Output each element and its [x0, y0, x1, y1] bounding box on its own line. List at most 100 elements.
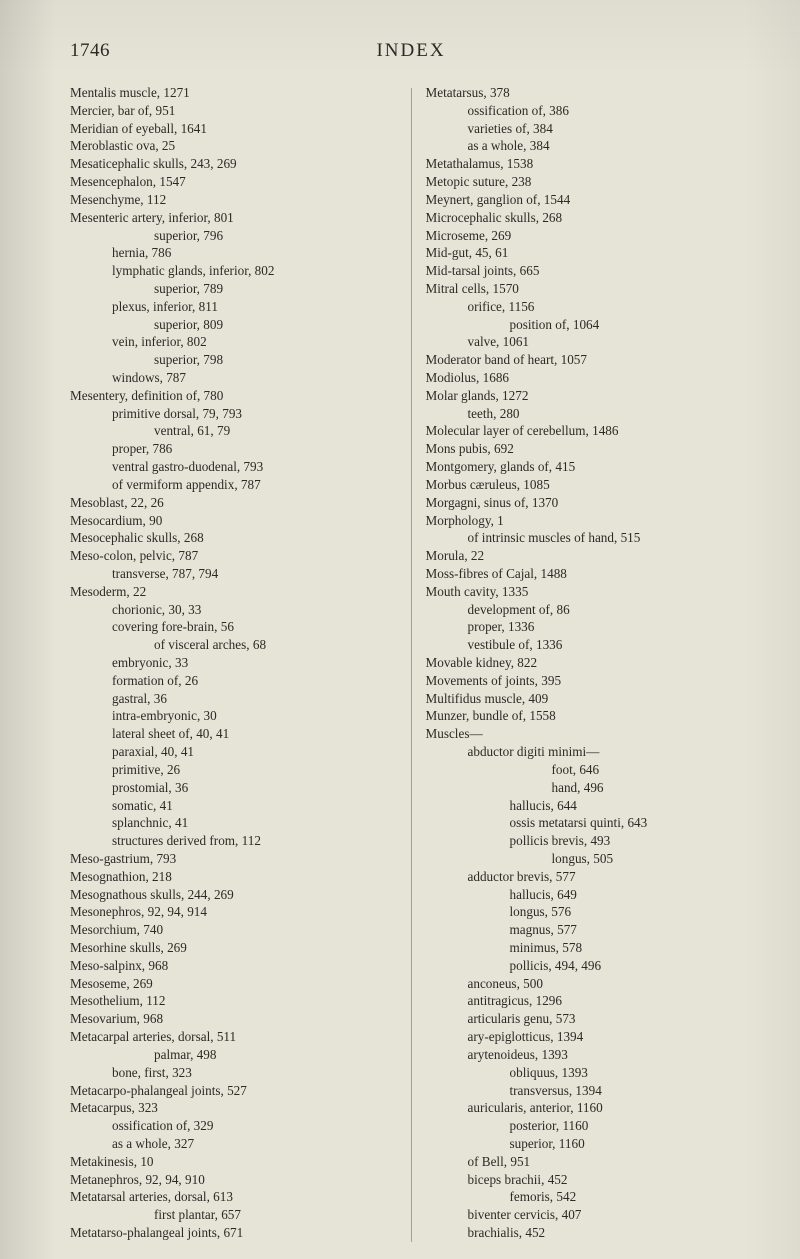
index-entry: chorionic, 30, 33 [70, 601, 397, 619]
index-entry: formation of, 26 [70, 672, 397, 690]
index-entry: windows, 787 [70, 369, 397, 387]
index-entry: of vermiform appendix, 787 [70, 476, 397, 494]
index-entry: Mitral cells, 1570 [426, 280, 753, 298]
index-entry: brachialis, 452 [426, 1224, 753, 1242]
index-entry: Metakinesis, 10 [70, 1153, 397, 1171]
index-entry: Moderator band of heart, 1057 [426, 351, 753, 369]
index-entry: Morgagni, sinus of, 1370 [426, 494, 753, 512]
index-entry: Mesentery, definition of, 780 [70, 387, 397, 405]
index-entry: biceps brachii, 452 [426, 1171, 753, 1189]
index-entry: Mid-gut, 45, 61 [426, 244, 753, 262]
index-entry: Metacarpus, 323 [70, 1099, 397, 1117]
index-entry: superior, 798 [70, 351, 397, 369]
index-entry: Meso-salpinx, 968 [70, 957, 397, 975]
index-entry: proper, 1336 [426, 618, 753, 636]
index-entry: femoris, 542 [426, 1188, 753, 1206]
index-entry: Molecular layer of cerebellum, 1486 [426, 422, 753, 440]
index-columns: Mentalis muscle, 1271Mercier, bar of, 95… [70, 84, 752, 1242]
index-entry: superior, 796 [70, 227, 397, 245]
index-entry: proper, 786 [70, 440, 397, 458]
index-entry: Moss-fibres of Cajal, 1488 [426, 565, 753, 583]
index-entry: hallucis, 644 [426, 797, 753, 815]
index-entry: orifice, 1156 [426, 298, 753, 316]
index-entry: hallucis, 649 [426, 886, 753, 904]
index-entry: bone, first, 323 [70, 1064, 397, 1082]
index-entry: Meynert, ganglion of, 1544 [426, 191, 753, 209]
index-entry: hand, 496 [426, 779, 753, 797]
index-entry: auricularis, anterior, 1160 [426, 1099, 753, 1117]
index-entry: Molar glands, 1272 [426, 387, 753, 405]
index-entry: Metacarpo-phalangeal joints, 527 [70, 1082, 397, 1100]
index-entry: covering fore-brain, 56 [70, 618, 397, 636]
index-entry: varieties of, 384 [426, 120, 753, 138]
index-entry: Mesenchyme, 112 [70, 191, 397, 209]
index-entry: as a whole, 384 [426, 137, 753, 155]
page-title: INDEX [70, 40, 752, 62]
index-entry: Mesorhine skulls, 269 [70, 939, 397, 957]
index-entry: Movable kidney, 822 [426, 654, 753, 672]
index-entry: Meso-colon, pelvic, 787 [70, 547, 397, 565]
index-entry: Mesognathion, 218 [70, 868, 397, 886]
index-entry: ventral gastro-duodenal, 793 [70, 458, 397, 476]
index-entry: Metatarsus, 378 [426, 84, 753, 102]
index-entry: antitragicus, 1296 [426, 992, 753, 1010]
index-entry: Morula, 22 [426, 547, 753, 565]
index-entry: hernia, 786 [70, 244, 397, 262]
index-entry: longus, 576 [426, 903, 753, 921]
index-entry: Mesognathous skulls, 244, 269 [70, 886, 397, 904]
index-entry: pollicis brevis, 493 [426, 832, 753, 850]
index-entry: paraxial, 40, 41 [70, 743, 397, 761]
index-entry: as a whole, 327 [70, 1135, 397, 1153]
index-entry: Mesencephalon, 1547 [70, 173, 397, 191]
index-entry: vestibule of, 1336 [426, 636, 753, 654]
index-entry: Metanephros, 92, 94, 910 [70, 1171, 397, 1189]
index-entry: superior, 1160 [426, 1135, 753, 1153]
index-entry: palmar, 498 [70, 1046, 397, 1064]
index-entry: ossis metatarsi quinti, 643 [426, 814, 753, 832]
index-entry: of intrinsic muscles of hand, 515 [426, 529, 753, 547]
index-entry: structures derived from, 112 [70, 832, 397, 850]
index-entry: Mesocephalic skulls, 268 [70, 529, 397, 547]
index-entry: vein, inferior, 802 [70, 333, 397, 351]
index-entry: primitive dorsal, 79, 793 [70, 405, 397, 423]
index-entry: anconeus, 500 [426, 975, 753, 993]
index-entry: Metopic suture, 238 [426, 173, 753, 191]
index-entry: Mesothelium, 112 [70, 992, 397, 1010]
index-entry: posterior, 1160 [426, 1117, 753, 1135]
index-entry: Mesovarium, 968 [70, 1010, 397, 1028]
index-entry: Mesoseme, 269 [70, 975, 397, 993]
index-entry: Meso-gastrium, 793 [70, 850, 397, 868]
page: 1746 INDEX Mentalis muscle, 1271Mercier,… [0, 0, 800, 1259]
index-entry: adductor brevis, 577 [426, 868, 753, 886]
index-entry: Mesoblast, 22, 26 [70, 494, 397, 512]
index-entry: lymphatic glands, inferior, 802 [70, 262, 397, 280]
index-entry: ossification of, 329 [70, 1117, 397, 1135]
index-entry: of visceral arches, 68 [70, 636, 397, 654]
index-entry: Muscles— [426, 725, 753, 743]
index-entry: Microcephalic skulls, 268 [426, 209, 753, 227]
index-entry: Mesenteric artery, inferior, 801 [70, 209, 397, 227]
index-entry: Morbus cæruleus, 1085 [426, 476, 753, 494]
index-entry: Morphology, 1 [426, 512, 753, 530]
index-entry: somatic, 41 [70, 797, 397, 815]
index-entry: Meroblastic ova, 25 [70, 137, 397, 155]
index-entry: pollicis, 494, 496 [426, 957, 753, 975]
index-entry: plexus, inferior, 811 [70, 298, 397, 316]
index-entry: Mouth cavity, 1335 [426, 583, 753, 601]
index-entry: Mons pubis, 692 [426, 440, 753, 458]
index-entry: splanchnic, 41 [70, 814, 397, 832]
index-entry: embryonic, 33 [70, 654, 397, 672]
index-entry: Metatarso-phalangeal joints, 671 [70, 1224, 397, 1242]
index-entry: Microseme, 269 [426, 227, 753, 245]
index-entry: gastral, 36 [70, 690, 397, 708]
index-entry: minimus, 578 [426, 939, 753, 957]
index-entry: Mercier, bar of, 951 [70, 102, 397, 120]
index-entry: ossification of, 386 [426, 102, 753, 120]
index-entry: ary-epiglotticus, 1394 [426, 1028, 753, 1046]
index-entry: lateral sheet of, 40, 41 [70, 725, 397, 743]
index-entry: Mentalis muscle, 1271 [70, 84, 397, 102]
index-column-left: Mentalis muscle, 1271Mercier, bar of, 95… [70, 84, 397, 1242]
index-entry: first plantar, 657 [70, 1206, 397, 1224]
index-entry: ventral, 61, 79 [70, 422, 397, 440]
index-entry: Mesorchium, 740 [70, 921, 397, 939]
